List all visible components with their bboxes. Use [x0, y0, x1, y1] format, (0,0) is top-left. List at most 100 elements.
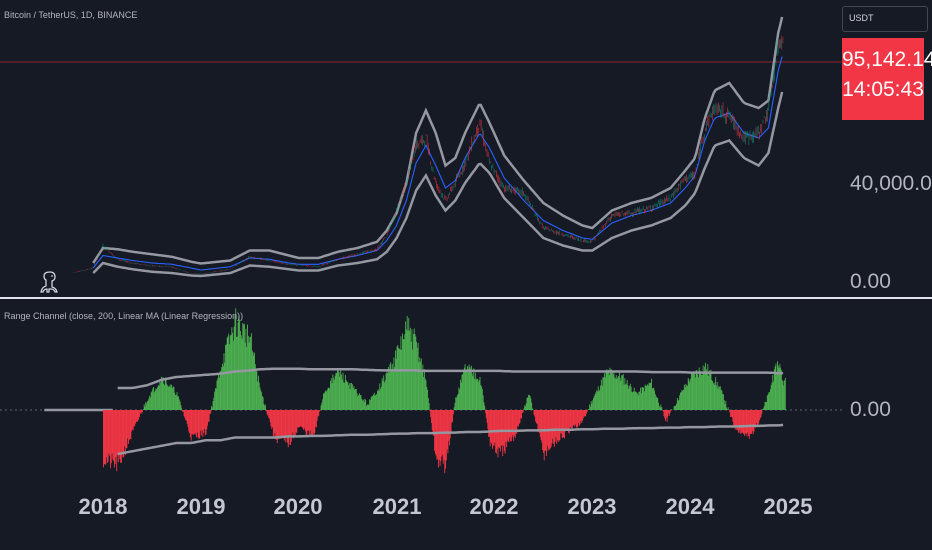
histogram-bar: [323, 393, 325, 410]
histogram-bar: [499, 410, 501, 449]
histogram-bar: [362, 400, 364, 410]
histogram-bar: [601, 385, 603, 410]
histogram-bar: [654, 390, 656, 410]
histogram-bar: [422, 364, 424, 410]
histogram-bar: [315, 410, 317, 427]
histogram-bar: [205, 410, 207, 435]
histogram-bar: [343, 382, 345, 410]
histogram-bar: [216, 380, 218, 410]
histogram-bar: [387, 366, 389, 410]
histogram-bar: [584, 410, 586, 417]
histogram-bar: [613, 371, 615, 410]
histogram-bar: [171, 388, 173, 410]
histogram-bar: [467, 366, 468, 410]
histogram-bar: [714, 384, 716, 410]
histogram-bar: [165, 378, 167, 410]
histogram-bar: [537, 410, 539, 433]
histogram-bar: [621, 375, 623, 410]
histogram-bar: [595, 392, 597, 410]
histogram-bar: [261, 396, 263, 410]
histogram-bar: [764, 402, 766, 410]
histogram-bar: [329, 388, 331, 410]
histogram-bar: [366, 404, 368, 410]
histogram-bar: [317, 410, 319, 417]
year-tick-2022: 2022: [469, 494, 519, 519]
histogram-bar: [527, 397, 529, 410]
histogram-bar: [309, 410, 311, 431]
histogram-bar: [731, 410, 733, 418]
histogram-bar: [445, 410, 447, 469]
histogram-bar: [223, 353, 225, 410]
histogram-bar: [736, 410, 738, 431]
histogram-bar: [355, 389, 356, 410]
histogram-bar: [578, 410, 580, 426]
histogram-bar: [171, 384, 173, 410]
histogram-bar: [478, 379, 480, 410]
indicator-title[interactable]: Range Channel (close, 200, Linear MA (Li…: [4, 311, 244, 321]
histogram-bar: [509, 410, 511, 438]
histogram-bar: [351, 384, 353, 410]
histogram-bar: [379, 383, 381, 410]
histogram-bar: [746, 410, 748, 437]
histogram-bar: [519, 410, 521, 424]
histogram-bar: [122, 410, 124, 458]
histogram-bar: [668, 410, 670, 414]
histogram-bar: [424, 378, 426, 410]
histogram-bar: [347, 382, 349, 410]
histogram-bar: [765, 401, 767, 410]
histogram-bar: [345, 380, 347, 410]
histogram-bar: [192, 410, 194, 435]
histogram-bar: [308, 410, 310, 436]
histogram-bar: [135, 410, 137, 422]
histogram-bar: [387, 373, 389, 410]
histogram-bar: [518, 410, 520, 424]
histogram-bar: [680, 391, 682, 410]
histogram-bar: [304, 410, 306, 429]
histogram-bar: [279, 410, 281, 439]
histogram-bar: [297, 410, 299, 428]
histogram-bar: [732, 410, 734, 422]
histogram-bar: [357, 396, 359, 410]
histogram-bar: [428, 402, 430, 410]
histogram-bar: [453, 407, 455, 410]
histogram-bar: [190, 410, 192, 441]
histogram-bar: [709, 372, 711, 410]
price-pane: [0, 16, 842, 278]
histogram-bar: [197, 410, 199, 438]
histogram-bar: [222, 366, 224, 410]
histogram-bar: [617, 377, 619, 410]
histogram-bar: [221, 363, 223, 410]
histogram-bar: [528, 395, 530, 410]
histogram-bar: [150, 392, 152, 410]
histogram-bar: [522, 410, 524, 413]
histogram-bar: [324, 391, 326, 410]
histogram-bar: [456, 397, 457, 410]
histogram-bar: [587, 409, 589, 410]
histogram-bar: [264, 405, 266, 410]
histogram-bar: [629, 383, 631, 410]
histogram-bar: [568, 410, 570, 434]
histogram-bar: [251, 350, 253, 410]
histogram-bar: [523, 408, 525, 410]
histogram-bar: [306, 410, 308, 435]
histogram-bar: [134, 410, 136, 426]
pane-divider[interactable]: [0, 297, 932, 299]
histogram-bar: [481, 386, 483, 410]
histogram-bar: [373, 392, 375, 410]
histogram-bar: [700, 373, 702, 410]
histogram-bar: [748, 410, 750, 439]
histogram-bar: [775, 363, 777, 410]
histogram-bar: [110, 410, 112, 464]
histogram-bar: [571, 410, 573, 431]
currency-selector[interactable]: USDT: [842, 6, 928, 32]
histogram-bar: [580, 410, 582, 421]
histogram-bar: [326, 391, 328, 410]
histogram-bar: [437, 410, 439, 459]
histogram-bar: [431, 410, 432, 423]
histogram-bar: [380, 388, 382, 410]
histogram-bar: [420, 361, 421, 410]
histogram-bar: [521, 410, 522, 419]
symbol-title[interactable]: Bitcoin / TetherUS, 1D, BINANCE: [4, 10, 138, 20]
